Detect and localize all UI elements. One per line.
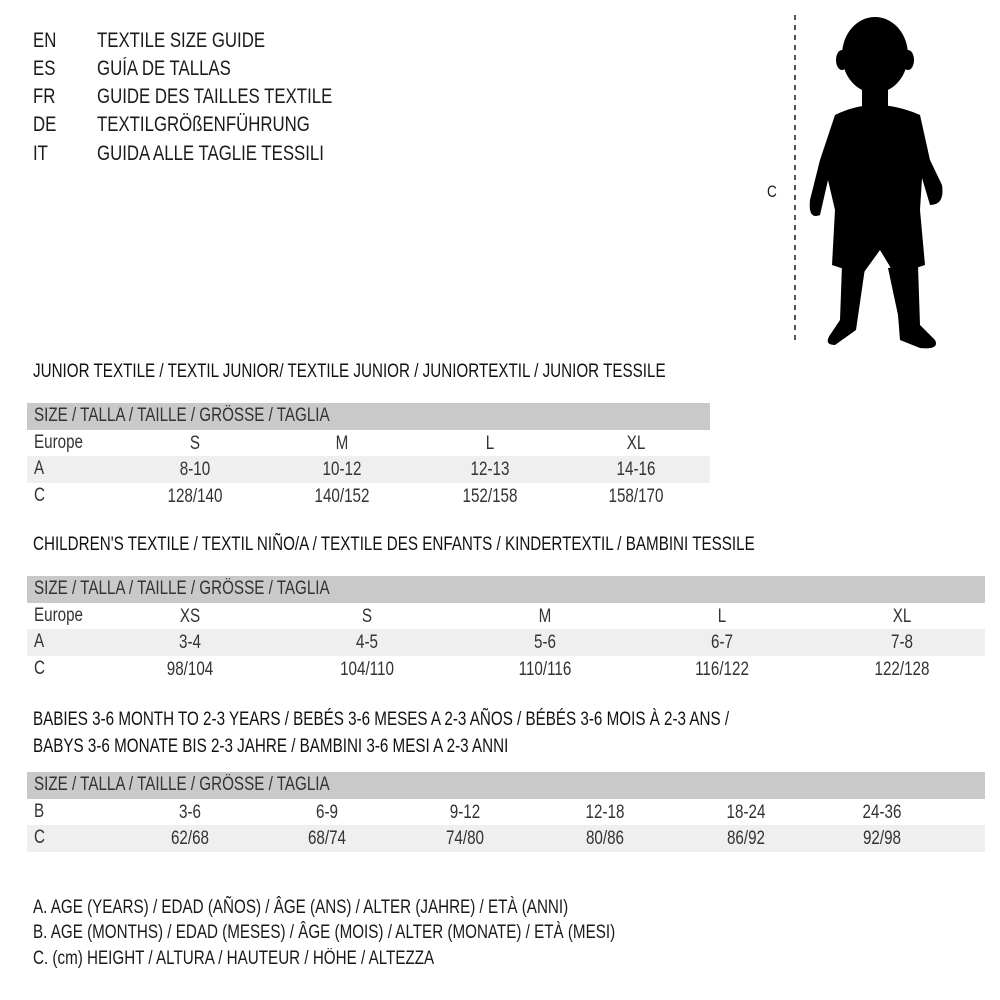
table-row: A 8-10 10-12 12-13 14-16: [27, 456, 710, 483]
table-cell: 14-16: [616, 459, 656, 480]
table-cell: 98/104: [166, 658, 214, 680]
table-cell: 12-13: [470, 459, 510, 480]
row-label: Europe: [34, 431, 84, 453]
table-cell: 6-9: [316, 801, 338, 823]
table-cell: 86/92: [726, 828, 766, 849]
table-cell: 74/80: [445, 828, 485, 849]
table-header: SIZE / TALLA / TAILLE / GRÖSSE / TAGLIA: [27, 403, 710, 430]
table-cell: 5-6: [534, 632, 556, 653]
row-label: A: [34, 458, 45, 479]
header-label: SIZE / TALLA / TAILLE / GRÖSSE / TAGLIA: [34, 405, 330, 426]
children-section-title: CHILDREN'S TEXTILE / TEXTIL NIÑO/A / TEX…: [33, 534, 755, 555]
table-header: SIZE / TALLA / TAILLE / GRÖSSE / TAGLIA: [27, 772, 985, 799]
table-cell: 6-7: [711, 632, 733, 653]
table-cell: 122/128: [874, 658, 930, 680]
table-row: C 62/68 68/74 74/80 80/86 86/92 92/98: [27, 825, 985, 852]
table-cell: 12-18: [585, 801, 625, 823]
row-label: A: [34, 631, 45, 652]
table-row: C 98/104 104/110 110/116 116/122 122/128: [27, 656, 985, 683]
table-cell: 80/86: [585, 828, 625, 849]
lang-code: FR: [33, 85, 56, 108]
table-row: A 3-4 4-5 5-6 6-7 7-8: [27, 629, 985, 656]
table-header: SIZE / TALLA / TAILLE / GRÖSSE / TAGLIA: [27, 576, 985, 603]
header-label: SIZE / TALLA / TAILLE / GRÖSSE / TAGLIA: [34, 578, 330, 599]
children-size-table: SIZE / TALLA / TAILLE / GRÖSSE / TAGLIA …: [27, 576, 985, 682]
table-row: Europe S M L XL: [27, 430, 710, 457]
row-label: B: [34, 800, 45, 822]
junior-size-table: SIZE / TALLA / TAILLE / GRÖSSE / TAGLIA …: [27, 403, 710, 509]
child-silhouette-icon: [794, 15, 943, 349]
table-cell: 9-12: [449, 801, 481, 823]
table-cell: 3-4: [179, 632, 201, 653]
lang-title: TEXTILE SIZE GUIDE: [97, 29, 266, 52]
table-cell: 152/158: [462, 485, 518, 507]
babies-section-title-line1: BABIES 3-6 MONTH TO 2-3 YEARS / BEBÉS 3-…: [33, 709, 730, 730]
row-label: Europe: [34, 604, 84, 626]
table-cell: 158/170: [608, 485, 664, 507]
table-cell: 4-5: [356, 632, 378, 653]
table-cell: S: [361, 605, 373, 627]
table-cell: 8-10: [179, 459, 211, 480]
table-cell: M: [538, 605, 552, 627]
table-cell: M: [335, 432, 349, 454]
lang-title: GUÍA DE TALLAS: [97, 57, 231, 80]
table-cell: 10-12: [322, 459, 362, 480]
junior-section-title: JUNIOR TEXTILE / TEXTIL JUNIOR/ TEXTILE …: [33, 361, 666, 382]
babies-section-title-line2: BABYS 3-6 MONATE BIS 2-3 JAHRE / BAMBINI…: [33, 736, 509, 757]
table-row: C 128/140 140/152 152/158 158/170: [27, 483, 710, 510]
table-cell: 7-8: [891, 632, 913, 653]
table-cell: 68/74: [307, 828, 347, 849]
table-cell: 128/140: [167, 485, 223, 507]
table-cell: S: [189, 432, 201, 454]
table-cell: 62/68: [170, 828, 210, 849]
table-cell: XL: [626, 432, 646, 454]
table-cell: 3-6: [179, 801, 201, 823]
table-cell: 104/110: [340, 658, 394, 680]
table-cell: 116/122: [695, 658, 749, 680]
table-cell: 24-36: [862, 801, 902, 823]
table-row: B 3-6 6-9 9-12 12-18 18-24 24-36: [27, 799, 985, 826]
lang-code: IT: [33, 142, 48, 165]
table-cell: L: [717, 605, 727, 627]
table-cell: XL: [892, 605, 912, 627]
height-label: C: [767, 182, 777, 201]
babies-size-table: SIZE / TALLA / TAILLE / GRÖSSE / TAGLIA …: [27, 772, 985, 852]
table-row: Europe XS S M L XL: [27, 603, 985, 630]
table-cell: XS: [179, 605, 201, 627]
legend-item-b: B. AGE (MONTHS) / EDAD (MESES) / ÂGE (MO…: [33, 922, 616, 943]
table-cell: L: [485, 432, 495, 454]
row-label: C: [34, 827, 45, 848]
lang-title: TEXTILGRÖßENFÜHRUNG: [97, 113, 310, 136]
lang-code: DE: [33, 113, 57, 136]
lang-code: ES: [33, 57, 56, 80]
header-label: SIZE / TALLA / TAILLE / GRÖSSE / TAGLIA: [34, 774, 330, 795]
lang-title: GUIDE DES TAILLES TEXTILE: [97, 85, 333, 108]
row-label: C: [34, 657, 45, 679]
silhouette-shape: [809, 17, 943, 349]
table-cell: 92/98: [862, 828, 902, 849]
lang-code: EN: [33, 29, 57, 52]
legend-item-a: A. AGE (YEARS) / EDAD (AÑOS) / ÂGE (ANS)…: [33, 897, 569, 918]
table-cell: 140/152: [314, 485, 370, 507]
row-label: C: [34, 484, 45, 506]
table-cell: 110/116: [518, 658, 572, 680]
legend-item-c: C. (cm) HEIGHT / ALTURA / HAUTEUR / HÖHE…: [33, 948, 435, 969]
lang-title: GUIDA ALLE TAGLIE TESSILI: [97, 142, 324, 165]
table-cell: 18-24: [726, 801, 766, 823]
